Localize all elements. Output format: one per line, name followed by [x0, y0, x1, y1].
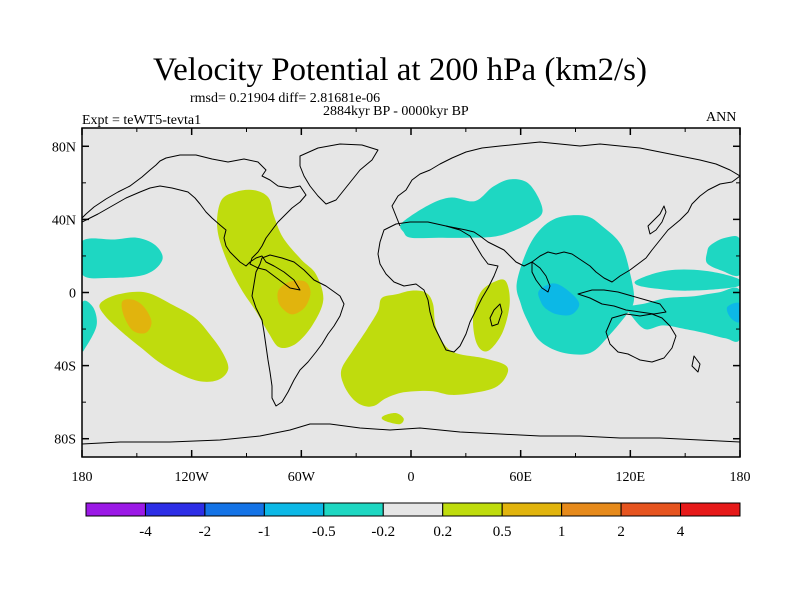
y-tick-label: 80N [52, 140, 76, 155]
colorbar-box [442, 502, 503, 517]
stats-line: rmsd= 0.21904 diff= 2.81681e-06 [190, 91, 381, 106]
colorbar-label: 0.5 [493, 524, 512, 540]
colorbar-box [323, 502, 384, 517]
colorbar-label: 1 [558, 524, 566, 540]
x-tick-label: 180 [730, 470, 751, 485]
experiment-label: Expt = teWT5-tevta1 [82, 113, 202, 128]
coastline-greenland [299, 143, 379, 205]
coastline-africa [377, 221, 499, 353]
y-tick-label: 0 [69, 287, 76, 302]
colorbar-label: -1 [258, 524, 271, 540]
colorbar-box [85, 502, 146, 517]
colorbar-label: -0.2 [371, 524, 395, 540]
contour-region-dateline-north-negative [705, 235, 740, 277]
x-tick-label: 60E [509, 470, 532, 485]
contour-region-west-pacific-negative [625, 287, 740, 342]
contour-region-south-atlantic-positive [340, 290, 509, 407]
x-tick-label: 60W [288, 470, 316, 485]
contour-region-dateline-east-strong-negative [726, 302, 740, 323]
coastline-eurasia [391, 141, 740, 283]
contour-region-amazon-strong-positive [277, 280, 311, 315]
chart-title: Velocity Potential at 200 hPa (km2/s) [152, 52, 648, 88]
colorbar-box [382, 502, 444, 517]
coastline-new-zealand [691, 355, 701, 373]
colorbar-label: -4 [139, 524, 152, 540]
y-tick-label: 40S [54, 360, 76, 375]
colorbar-label: 4 [677, 524, 685, 540]
colorbar-box [501, 502, 563, 517]
colorbar-box [680, 502, 741, 517]
coastline-south-america [251, 254, 345, 407]
contour-region-antarctic-positive [381, 412, 404, 425]
x-tick-label: 0 [408, 470, 415, 485]
colorbar-label: -2 [199, 524, 212, 540]
x-tick-label: 120E [616, 470, 646, 485]
y-tick-label: 40N [52, 213, 76, 228]
contour-region-west-pacific-north-negative [634, 269, 740, 291]
coastline-japan [647, 205, 667, 235]
colorbar-label: 0.2 [433, 524, 452, 540]
coastline-maritime-continent [577, 289, 667, 315]
x-tick-label: 120W [175, 470, 210, 485]
contour-region-indian-ocean-negative [516, 215, 635, 355]
coastline-australia [605, 313, 677, 363]
coastline-india [531, 261, 551, 293]
colorbar-box [204, 502, 265, 517]
x-tick-label: 180 [72, 470, 93, 485]
colorbar-box [263, 502, 325, 517]
contour-region-eastern-pacific-north-negative [82, 237, 163, 279]
contour-region-dateline-south-negative [82, 300, 97, 352]
y-tick-label: 80S [54, 433, 76, 448]
season-label: ANN [706, 110, 737, 125]
colorbar-label: -0.5 [312, 524, 336, 540]
colorbar-box [561, 502, 622, 517]
contour-region-south-pacific-strong-positive [121, 299, 152, 334]
coastline-madagascar [489, 303, 503, 327]
colorbar-label: 2 [617, 524, 625, 540]
colorbar-box [620, 502, 682, 517]
colorbar-box [144, 502, 206, 517]
coastline-antarctica [82, 423, 740, 445]
period-line: 2884kyr BP - 0000kyr BP [323, 104, 469, 119]
